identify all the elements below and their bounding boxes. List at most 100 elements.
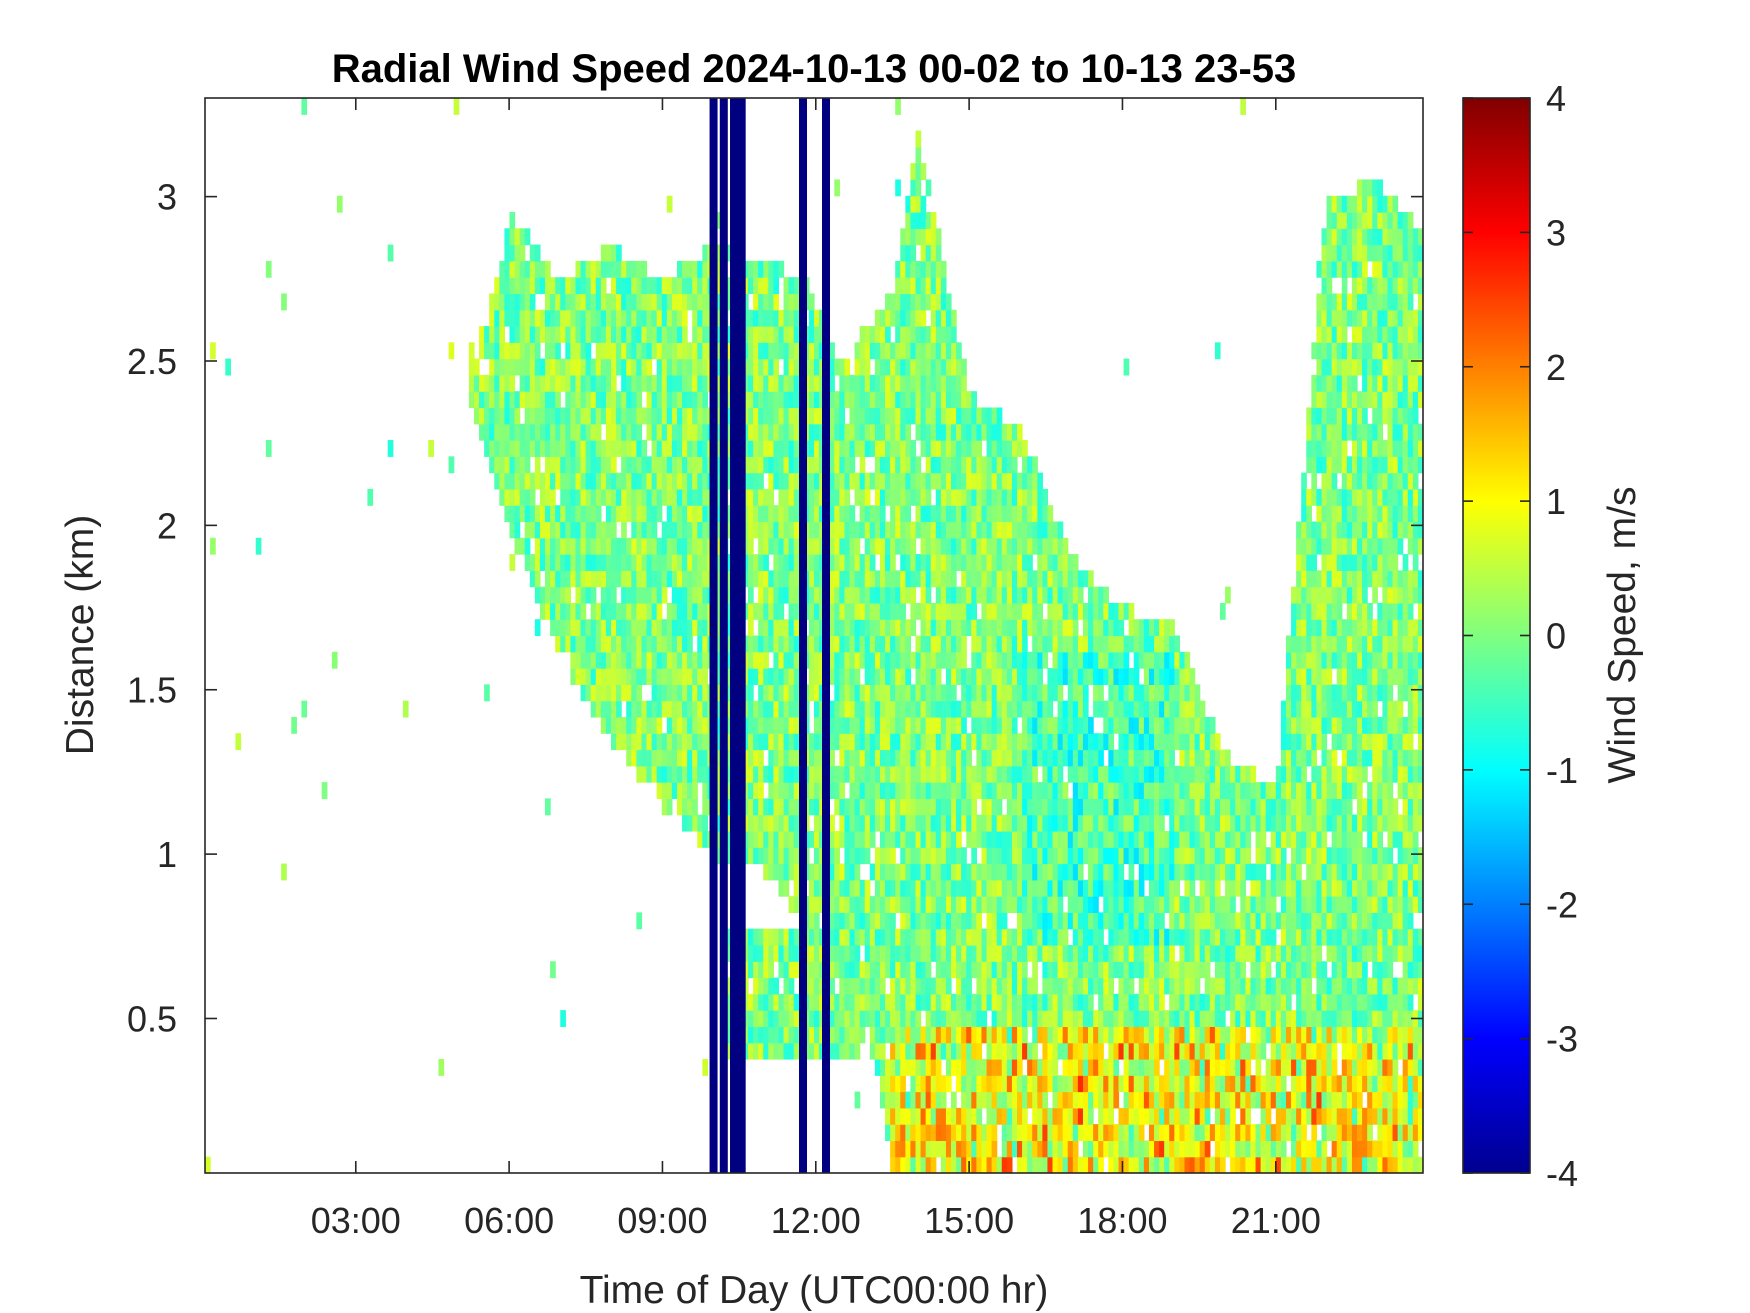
heatmap-cell	[611, 537, 617, 555]
heatmap-cell	[1143, 635, 1150, 653]
heatmap-cell	[814, 342, 820, 360]
heatmap-cell	[748, 830, 754, 848]
heatmap-cell	[1148, 1140, 1155, 1158]
heatmap-cell	[1052, 668, 1059, 685]
heatmap-cell	[951, 391, 957, 409]
heatmap-cell	[885, 1124, 891, 1142]
heatmap-cell	[687, 602, 693, 620]
heatmap-cell	[1057, 814, 1064, 832]
heatmap-cell	[1098, 749, 1104, 767]
heatmap-cell	[920, 798, 927, 816]
heatmap-cell	[915, 1026, 922, 1044]
heatmap-cell	[524, 488, 531, 506]
heatmap-cell	[626, 472, 632, 490]
heatmap-cell	[890, 602, 896, 620]
heatmap-cell	[966, 830, 972, 848]
heatmap-cell	[956, 765, 962, 783]
heatmap-cell	[945, 342, 952, 360]
heatmap-cell	[996, 635, 1003, 653]
heatmap-cell	[783, 554, 790, 571]
heatmap-cell	[1133, 993, 1140, 1011]
heatmap-cell	[885, 798, 891, 816]
heatmap-cell	[940, 407, 947, 425]
heatmap-cell	[702, 716, 709, 734]
heatmap-cell	[895, 326, 901, 343]
heatmap-cell	[773, 684, 780, 702]
heatmap-cell	[905, 358, 912, 376]
heatmap-cell	[945, 358, 952, 376]
heatmap-cell	[590, 374, 597, 392]
heatmap-cell	[773, 537, 780, 555]
heatmap-cell	[951, 440, 957, 457]
heatmap-cell	[763, 440, 769, 457]
heatmap-cell	[885, 733, 891, 751]
heatmap-cell	[484, 684, 490, 702]
heatmap-cell	[920, 684, 927, 702]
heatmap-cell	[626, 260, 632, 278]
heatmap-cell	[590, 537, 597, 555]
heatmap-cell	[1093, 896, 1099, 913]
heatmap-cell	[697, 309, 703, 327]
heatmap-cell	[676, 684, 683, 702]
heatmap-cell	[661, 423, 668, 441]
heatmap-cell	[930, 537, 937, 555]
heatmap-cell	[742, 928, 749, 946]
heatmap-cell	[631, 342, 637, 360]
heatmap-cell	[905, 244, 912, 262]
heatmap-cell	[1042, 912, 1049, 930]
heatmap-cell	[981, 716, 988, 734]
heatmap-cell	[981, 1026, 988, 1044]
heatmap-cell	[676, 635, 683, 653]
heatmap-cell	[925, 472, 932, 490]
heatmap-cell	[900, 814, 906, 832]
heatmap-cell	[565, 374, 571, 392]
heatmap-cell	[590, 326, 597, 343]
heatmap-cell	[1047, 814, 1054, 832]
heatmap-cell	[1052, 944, 1059, 962]
heatmap-cell	[986, 977, 993, 995]
heatmap-cell	[539, 440, 546, 457]
heatmap-cell	[910, 1140, 917, 1158]
heatmap-cell	[661, 733, 668, 751]
heatmap-cell	[1148, 733, 1155, 751]
heatmap-cell	[788, 896, 795, 913]
heatmap-cell	[560, 602, 566, 620]
heatmap-cell	[1001, 635, 1008, 653]
heatmap-cell	[925, 326, 932, 343]
heatmap-cell	[1118, 733, 1125, 751]
heatmap-cell	[945, 684, 952, 702]
heatmap-cell	[910, 472, 917, 490]
heatmap-cell	[768, 668, 774, 685]
heatmap-cell	[600, 391, 607, 409]
heatmap-cell	[687, 423, 693, 441]
heatmap-cell	[1108, 716, 1115, 734]
heatmap-cell	[834, 521, 840, 539]
heatmap-cell	[976, 1124, 983, 1142]
heatmap-cell	[915, 635, 922, 653]
heatmap-cell	[1062, 977, 1069, 995]
heatmap-cell	[616, 570, 622, 588]
heatmap-cell	[758, 472, 764, 490]
heatmap-cell	[1113, 1140, 1120, 1158]
heatmap-cell	[1088, 1156, 1094, 1173]
heatmap-cell	[966, 863, 972, 881]
heatmap-cell	[773, 733, 780, 751]
heatmap-cell	[753, 635, 759, 653]
heatmap-cell	[1032, 1042, 1038, 1060]
heatmap-cell	[438, 1058, 445, 1076]
heatmap-cell	[651, 749, 658, 767]
heatmap-cell	[1088, 586, 1094, 604]
heatmap-cell	[671, 716, 678, 734]
heatmap-cell	[1032, 651, 1038, 669]
heatmap-cell	[565, 342, 571, 360]
heatmap-cell	[956, 847, 962, 865]
heatmap-cell	[839, 993, 846, 1011]
heatmap-cell	[844, 619, 851, 637]
heatmap-cell	[560, 635, 566, 653]
heatmap-cell	[534, 521, 541, 539]
heatmap-cell	[575, 326, 582, 343]
heatmap-cell	[773, 782, 780, 799]
heatmap-cell	[1108, 782, 1115, 799]
heatmap-cell	[890, 1026, 896, 1044]
heatmap-cell	[945, 472, 952, 490]
